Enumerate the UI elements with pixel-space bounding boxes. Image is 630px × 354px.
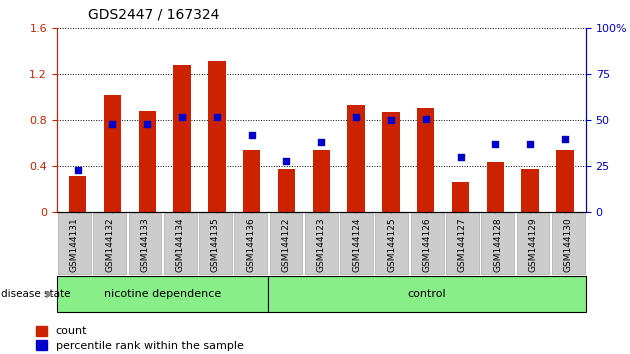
Text: control: control	[408, 289, 447, 299]
Bar	[347, 105, 365, 212]
Bar	[173, 65, 191, 212]
Point	[246, 132, 256, 138]
Text: GSM144126: GSM144126	[423, 217, 432, 272]
Point	[107, 121, 117, 127]
Point	[525, 142, 536, 147]
Text: GSM144124: GSM144124	[352, 217, 361, 272]
Bar	[486, 162, 504, 212]
Bar	[104, 95, 121, 212]
Point	[72, 167, 83, 173]
Text: GSM144132: GSM144132	[105, 217, 114, 272]
Point	[386, 118, 396, 123]
Bar	[417, 108, 435, 212]
Point	[455, 154, 466, 160]
Text: GSM144123: GSM144123	[317, 217, 326, 272]
Point	[212, 114, 222, 120]
Text: GSM144130: GSM144130	[564, 217, 573, 272]
Text: ▶: ▶	[46, 289, 54, 299]
Text: GSM144122: GSM144122	[282, 217, 290, 272]
Text: GSM144129: GSM144129	[529, 217, 537, 272]
Text: GSM144128: GSM144128	[493, 217, 502, 272]
Point	[351, 114, 361, 120]
Bar	[382, 112, 399, 212]
Text: GSM144125: GSM144125	[387, 217, 396, 272]
Bar	[278, 169, 295, 212]
Point	[560, 136, 570, 142]
Point	[316, 139, 326, 145]
Text: GSM144131: GSM144131	[70, 217, 79, 272]
Point	[282, 158, 292, 164]
Text: GDS2447 / 167324: GDS2447 / 167324	[88, 7, 220, 21]
Bar	[69, 176, 86, 212]
Legend: count, percentile rank within the sample: count, percentile rank within the sample	[36, 326, 244, 350]
Text: GSM144127: GSM144127	[458, 217, 467, 272]
Bar	[556, 150, 574, 212]
Bar	[522, 169, 539, 212]
Bar	[452, 183, 469, 212]
Text: GSM144134: GSM144134	[176, 217, 185, 272]
Text: GSM144136: GSM144136	[246, 217, 255, 272]
Bar	[243, 150, 260, 212]
Text: GSM144135: GSM144135	[211, 217, 220, 272]
Text: disease state: disease state	[1, 289, 70, 299]
Text: GSM144133: GSM144133	[140, 217, 149, 272]
Point	[421, 116, 431, 121]
Bar	[208, 61, 226, 212]
Point	[142, 121, 152, 127]
Point	[490, 142, 500, 147]
Point	[177, 114, 187, 120]
Bar	[139, 111, 156, 212]
Bar	[312, 150, 330, 212]
Text: nicotine dependence: nicotine dependence	[104, 289, 221, 299]
